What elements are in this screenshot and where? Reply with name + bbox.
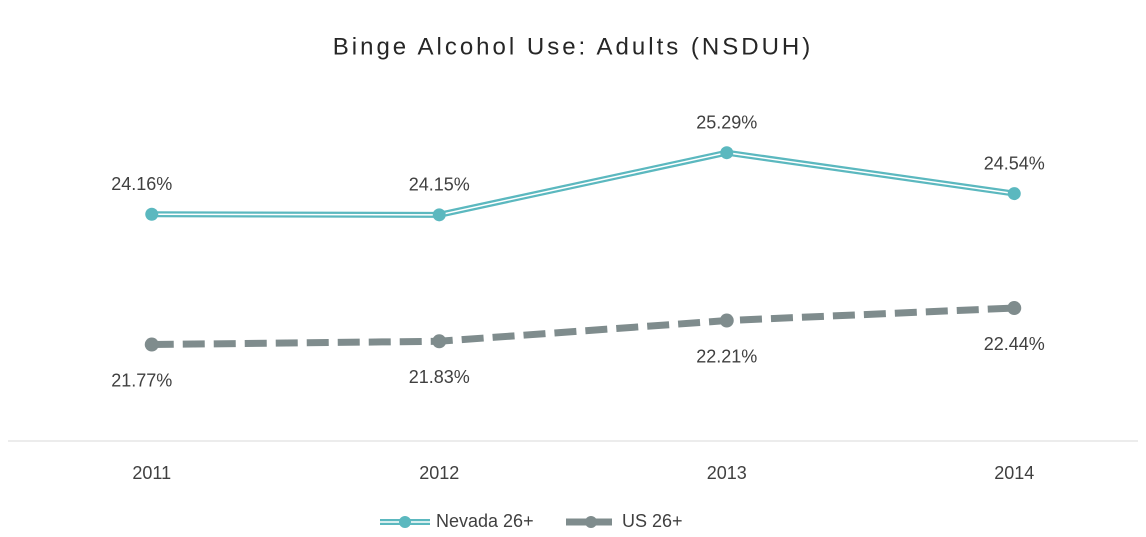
x-tick-label: 2013 — [707, 463, 747, 483]
chart-title: Binge Alcohol Use: Adults (NSDUH) — [333, 33, 814, 60]
legend-marker — [399, 516, 411, 528]
point — [432, 208, 446, 222]
legend-label: US 26+ — [622, 511, 683, 531]
point — [719, 313, 734, 328]
x-tick-label: 2011 — [132, 463, 171, 483]
data-label: 25.29% — [696, 112, 757, 132]
point — [720, 146, 734, 160]
data-label: 22.44% — [984, 334, 1045, 354]
legend-label: Nevada 26+ — [436, 511, 534, 531]
point — [145, 207, 159, 221]
point — [1007, 187, 1021, 201]
data-label: 24.16% — [111, 174, 172, 194]
data-label: 22.21% — [696, 346, 757, 366]
point — [1007, 301, 1022, 316]
legend-marker — [585, 516, 597, 528]
series-line — [151, 304, 1015, 349]
point — [144, 337, 159, 352]
data-label: 21.83% — [409, 367, 470, 387]
data-label: 24.15% — [409, 175, 470, 195]
point — [432, 334, 447, 349]
series-line-inner — [151, 151, 1015, 216]
data-label: 24.54% — [984, 153, 1045, 173]
x-tick-label: 2014 — [994, 463, 1034, 483]
data-label: 21.77% — [111, 370, 172, 390]
x-tick-label: 2012 — [419, 463, 459, 483]
